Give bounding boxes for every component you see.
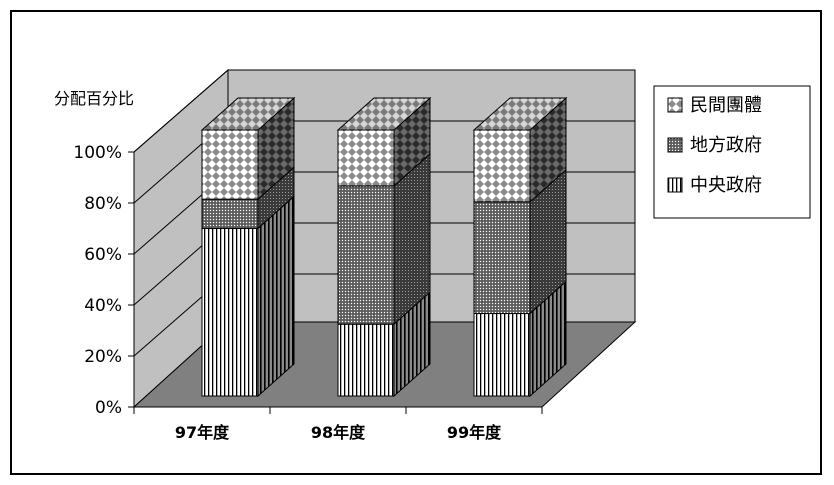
bar-stack	[200, 96, 296, 398]
y-tick-label: 40%	[84, 296, 122, 316]
bar-top	[336, 97, 432, 131]
legend-swatch	[667, 97, 683, 113]
gridline	[133, 69, 635, 153]
x-axis-ticks: 97年度 98年度 99年度	[133, 407, 543, 442]
bar-top	[200, 97, 296, 131]
bar-segment	[337, 129, 395, 187]
y-tick-label: 100%	[73, 143, 122, 163]
y-tick-label: 60%	[84, 245, 122, 265]
bar-segment	[473, 313, 531, 397]
y-tick-label: 20%	[84, 347, 122, 367]
bars	[200, 96, 568, 398]
x-tick-label: 97年度	[175, 423, 230, 442]
x-tick-label: 99年度	[447, 423, 502, 442]
legend-label: 地方政府	[690, 135, 762, 156]
bar-segment	[201, 129, 259, 200]
y-tick-label: 0%	[95, 398, 122, 418]
y-tick-label: 80%	[84, 194, 122, 214]
legend-label: 中央政府	[690, 175, 762, 196]
bar-segment-side	[257, 195, 295, 398]
bar-stack	[336, 96, 432, 398]
x-tick-label: 98年度	[311, 423, 366, 442]
bar-segment	[337, 323, 395, 397]
bar-segment	[201, 227, 259, 397]
bar-stack	[472, 96, 568, 398]
bar-segment	[473, 201, 531, 315]
stacked-3d-bar-chart: 0% 20% 40% 60% 80% 100% 97年度 98年度 99年度 分配百分比 民間…	[54, 68, 811, 442]
legend-label: 民間團體	[690, 95, 762, 116]
bar-segment	[473, 129, 531, 203]
bar-segment	[201, 198, 259, 229]
y-axis-ticks: 0% 20% 40% 60% 80% 100%	[73, 143, 134, 418]
bar-segment	[337, 185, 395, 325]
legend-swatch	[667, 137, 683, 153]
chart-frame: 0% 20% 40% 60% 80% 100% 97年度 98年度 99年度 分配百分比 民間…	[10, 10, 822, 475]
y-axis-title: 分配百分比	[54, 89, 134, 108]
legend-swatch	[667, 177, 683, 193]
bar-top	[472, 97, 568, 131]
